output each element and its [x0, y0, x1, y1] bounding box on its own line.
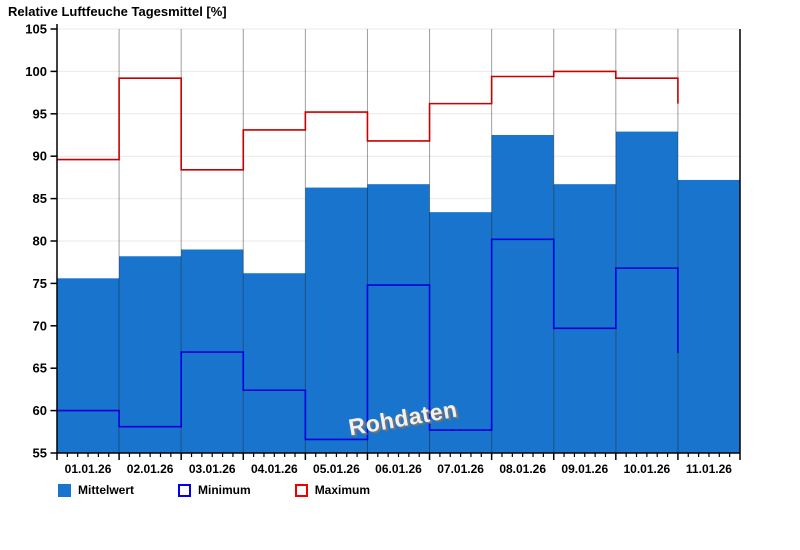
x-tick-label: 05.01.26 — [313, 462, 360, 476]
y-tick-label: 105 — [25, 22, 47, 37]
x-tick-label: 10.01.26 — [624, 462, 671, 476]
x-tick-label: 07.01.26 — [437, 462, 484, 476]
legend-label-minimum: Minimum — [198, 483, 251, 497]
y-tick-label: 60 — [33, 403, 47, 418]
mean-bar — [429, 212, 492, 453]
y-tick-label: 90 — [33, 149, 47, 164]
x-tick-label: 03.01.26 — [189, 462, 236, 476]
y-tick-label: 80 — [33, 234, 47, 249]
y-tick-label: 85 — [33, 191, 47, 206]
mean-bar — [553, 184, 616, 453]
mean-bar — [491, 135, 554, 453]
x-tick-label: 06.01.26 — [375, 462, 422, 476]
x-tick-label: 08.01.26 — [499, 462, 546, 476]
y-tick-label: 55 — [33, 446, 47, 461]
chart-title: Relative Luftfeuche Tagesmittel [%] — [8, 4, 227, 19]
x-tick-label: 11.01.26 — [686, 462, 732, 476]
legend-swatch-filled-icon — [58, 483, 71, 497]
mean-bar — [181, 249, 244, 453]
y-tick-label: 65 — [33, 361, 47, 376]
legend-item-mittelwert: Mittelwert — [58, 483, 134, 497]
legend-item-maximum: Maximum — [294, 483, 371, 497]
mean-bar — [243, 273, 306, 453]
legend-swatch-outline-red-icon — [294, 483, 308, 497]
mean-bar — [367, 184, 430, 453]
legend-label-mittelwert: Mittelwert — [78, 483, 135, 497]
y-tick-label: 100 — [25, 64, 47, 79]
legend-item-minimum: Minimum — [178, 483, 251, 497]
mean-bar — [305, 187, 368, 454]
x-tick-label: 02.01.26 — [127, 462, 174, 476]
y-tick-label: 75 — [33, 276, 47, 291]
minimum-step-line — [57, 238, 679, 441]
mean-bar — [677, 179, 740, 453]
maximum-step-line — [57, 70, 679, 171]
x-tick-label: 01.01.26 — [65, 462, 112, 476]
y-tick-label: 95 — [33, 106, 47, 121]
x-tick-label: 04.01.26 — [251, 462, 298, 476]
y-tick-label: 70 — [33, 318, 47, 333]
legend-label-maximum: Maximum — [314, 483, 371, 497]
legend-swatch-outline-blue-icon — [178, 483, 192, 497]
chart-legend: Mittelwert Minimum Maximum — [58, 483, 414, 497]
mean-bar — [57, 278, 120, 453]
mean-bar — [119, 256, 182, 453]
mean-bar — [615, 131, 678, 453]
x-tick-label: 09.01.26 — [561, 462, 608, 476]
